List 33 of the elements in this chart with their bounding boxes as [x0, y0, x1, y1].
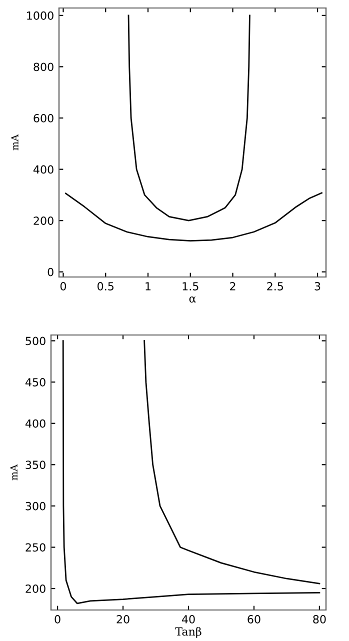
x-tick-label: 40 — [182, 615, 195, 624]
line-series — [62, 340, 320, 604]
y-tick-label: 1000 — [27, 11, 54, 20]
y-tick-label: 600 — [34, 114, 54, 122]
x-tick-label: 2.5 — [267, 282, 284, 290]
y-tick-label: 200 — [34, 216, 54, 225]
y-tick-label: 500 — [26, 336, 46, 346]
x-tick-label: 1 — [146, 282, 151, 290]
line-series — [144, 340, 320, 584]
y-axis-title: mA — [11, 134, 18, 150]
x-tick-label: 80 — [313, 615, 326, 624]
x-tick-label: 20 — [116, 615, 130, 624]
y-tick-label: 200 — [26, 584, 46, 593]
x-tick-label: 0.5 — [98, 282, 114, 290]
y-tick-label: 800 — [34, 62, 54, 72]
x-tick-label: 60 — [248, 615, 260, 624]
y-tick-label: 0 — [48, 268, 54, 276]
line-series — [128, 14, 250, 222]
y-tick-label: 250 — [26, 543, 46, 552]
y-tick-label: 300 — [26, 502, 46, 510]
x-tick-label: 1.5 — [182, 282, 198, 290]
y-tick-label: 400 — [25, 419, 46, 428]
x-tick-label: 3 — [314, 282, 320, 290]
x-axis-title: α — [189, 296, 196, 303]
y-axis-title: mA — [10, 464, 18, 480]
x-axis-title: Tanβ — [175, 627, 202, 638]
line-series — [65, 192, 322, 242]
x-tick-label: 0 — [54, 615, 60, 624]
y-tick-label: 450 — [25, 378, 46, 386]
y-tick-label: 400 — [33, 165, 54, 174]
x-tick-label: 2 — [230, 282, 236, 290]
x-tick-label: 0 — [60, 282, 66, 290]
y-tick-label: 350 — [26, 460, 46, 470]
